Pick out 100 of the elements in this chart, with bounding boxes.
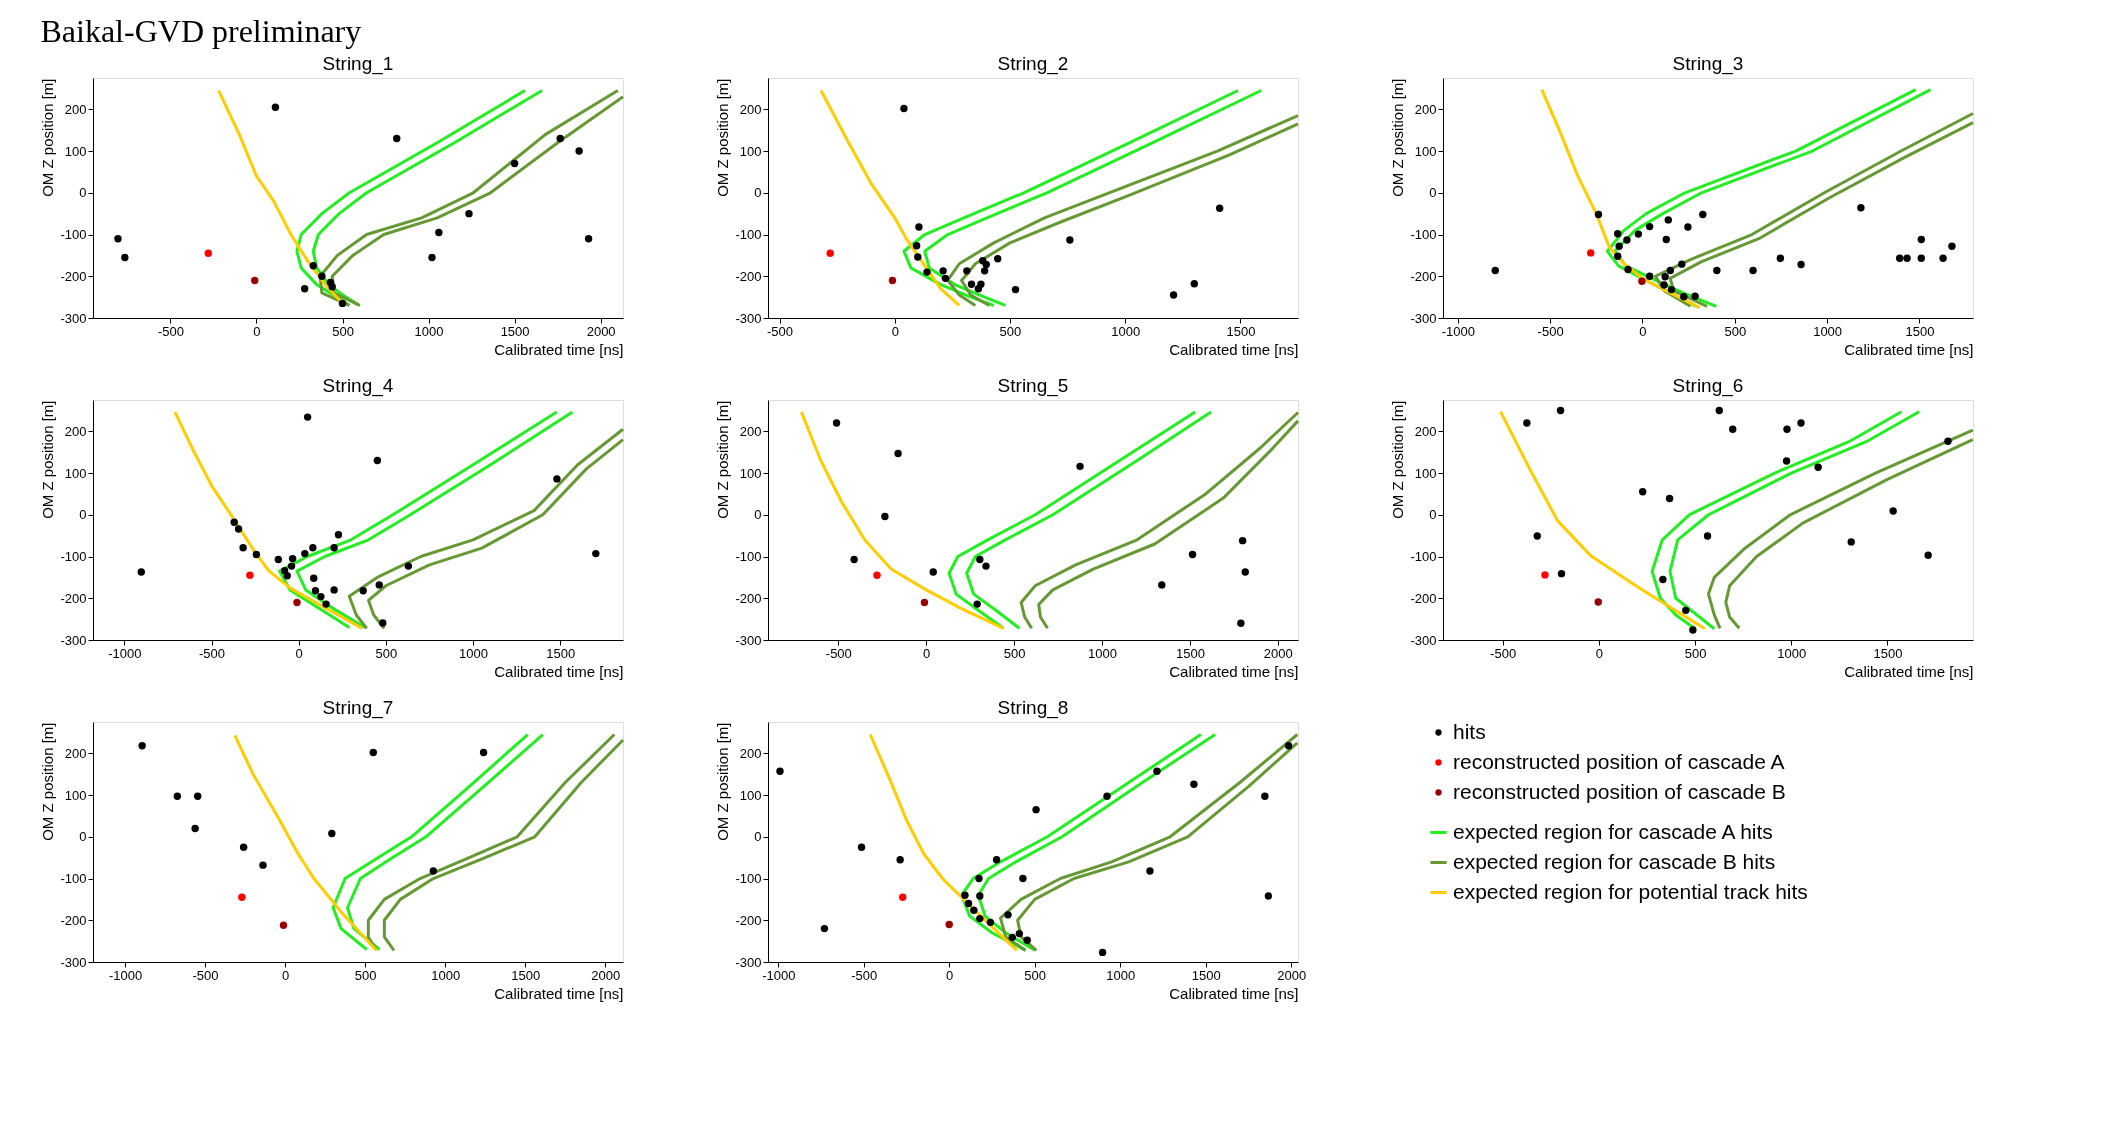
point [1917, 254, 1925, 263]
point [1153, 767, 1161, 775]
y-tick-label: -200 [1410, 590, 1437, 606]
point [929, 568, 937, 576]
point [1948, 242, 1956, 250]
point [271, 103, 280, 111]
point [322, 600, 330, 608]
x-tick-label: -500 [767, 323, 794, 339]
y-tick-label: -300 [60, 310, 87, 326]
x-tick-label: -1000 [108, 967, 143, 983]
point [259, 861, 267, 869]
x-tick-label: 500 [354, 967, 377, 983]
point [330, 544, 338, 552]
point [1680, 293, 1688, 301]
y-axis-title: OM Z position [m] [39, 400, 57, 519]
point [881, 512, 889, 521]
point [1076, 462, 1084, 471]
point [1019, 874, 1027, 883]
x-tick-label: 2000 [586, 323, 616, 339]
y-tick-label: 200 [739, 101, 762, 117]
point [1624, 265, 1632, 274]
point [976, 914, 984, 923]
point [300, 285, 309, 293]
y-tick-label: 0 [1429, 185, 1437, 201]
x-axis-title: Calibrated time [ns] [1169, 662, 1299, 680]
line-series [799, 410, 1006, 630]
point [1903, 254, 1911, 263]
point [301, 549, 309, 558]
y-tick-label: -300 [1410, 310, 1437, 326]
point [961, 891, 969, 899]
point [1660, 281, 1668, 289]
legend-label: expected region for cascade A hits [1453, 819, 1773, 843]
x-tick-label: 1500 [1226, 323, 1256, 339]
point [193, 792, 202, 800]
point [1665, 494, 1674, 503]
point [283, 572, 291, 580]
point [1638, 277, 1646, 285]
y-tick-label: 100 [64, 787, 87, 803]
point [1158, 581, 1166, 589]
x-tick-label: 0 [295, 645, 303, 661]
point [894, 449, 902, 458]
x-tick-label: 0 [946, 967, 954, 983]
point [920, 598, 929, 607]
point [1188, 550, 1197, 559]
x-tick-label: -500 [851, 967, 878, 983]
point [379, 619, 387, 627]
y-tick-label: -100 [60, 871, 87, 887]
y-tick-label: 0 [754, 829, 762, 845]
x-tick-label: 0 [891, 323, 899, 339]
point [1533, 532, 1541, 540]
point [1645, 222, 1654, 231]
point [1623, 236, 1631, 244]
point [915, 223, 923, 231]
point [1615, 242, 1623, 250]
point [274, 555, 283, 564]
x-tick-label: 1000 [431, 967, 461, 983]
point [239, 544, 247, 552]
x-tick-label: 0 [1639, 323, 1647, 339]
x-tick-label: 1000 [459, 645, 489, 661]
x-tick-label: 500 [1003, 645, 1026, 661]
point [138, 742, 146, 750]
point [1729, 425, 1737, 433]
y-tick-label: -100 [60, 549, 87, 565]
point [776, 767, 784, 775]
y-tick-label: 100 [739, 465, 762, 481]
point [888, 276, 897, 285]
point [230, 518, 238, 526]
point [1556, 406, 1565, 415]
point [1939, 254, 1947, 263]
point [375, 581, 383, 589]
point [1190, 780, 1198, 788]
point [982, 260, 990, 269]
point [992, 856, 1001, 864]
point [900, 104, 908, 113]
point [945, 920, 953, 929]
y-tick-label: 200 [64, 101, 87, 117]
point [1782, 457, 1791, 465]
point [303, 413, 312, 421]
y-tick-label: -200 [735, 590, 762, 606]
point [1847, 538, 1855, 546]
y-tick-label: 100 [739, 787, 762, 803]
point [1613, 229, 1622, 238]
x-tick-label: 2000 [591, 967, 621, 983]
point [970, 906, 978, 914]
point [1238, 536, 1247, 545]
y-tick-label: -300 [735, 632, 762, 648]
point [279, 921, 288, 929]
point [976, 892, 984, 900]
chart-title: String_8 [997, 697, 1069, 719]
y-axis-title: OM Z position [m] [39, 78, 57, 197]
y-tick-label: -100 [60, 227, 87, 243]
point [1032, 805, 1040, 814]
y-tick-label: -100 [735, 227, 762, 243]
point [896, 856, 904, 864]
point [1634, 230, 1643, 238]
point [428, 253, 436, 262]
point [1889, 507, 1897, 515]
x-tick-label: 1500 [546, 645, 576, 661]
x-tick-label: 1500 [511, 967, 541, 983]
x-axis-title: Calibrated time [ns] [1169, 984, 1299, 1002]
